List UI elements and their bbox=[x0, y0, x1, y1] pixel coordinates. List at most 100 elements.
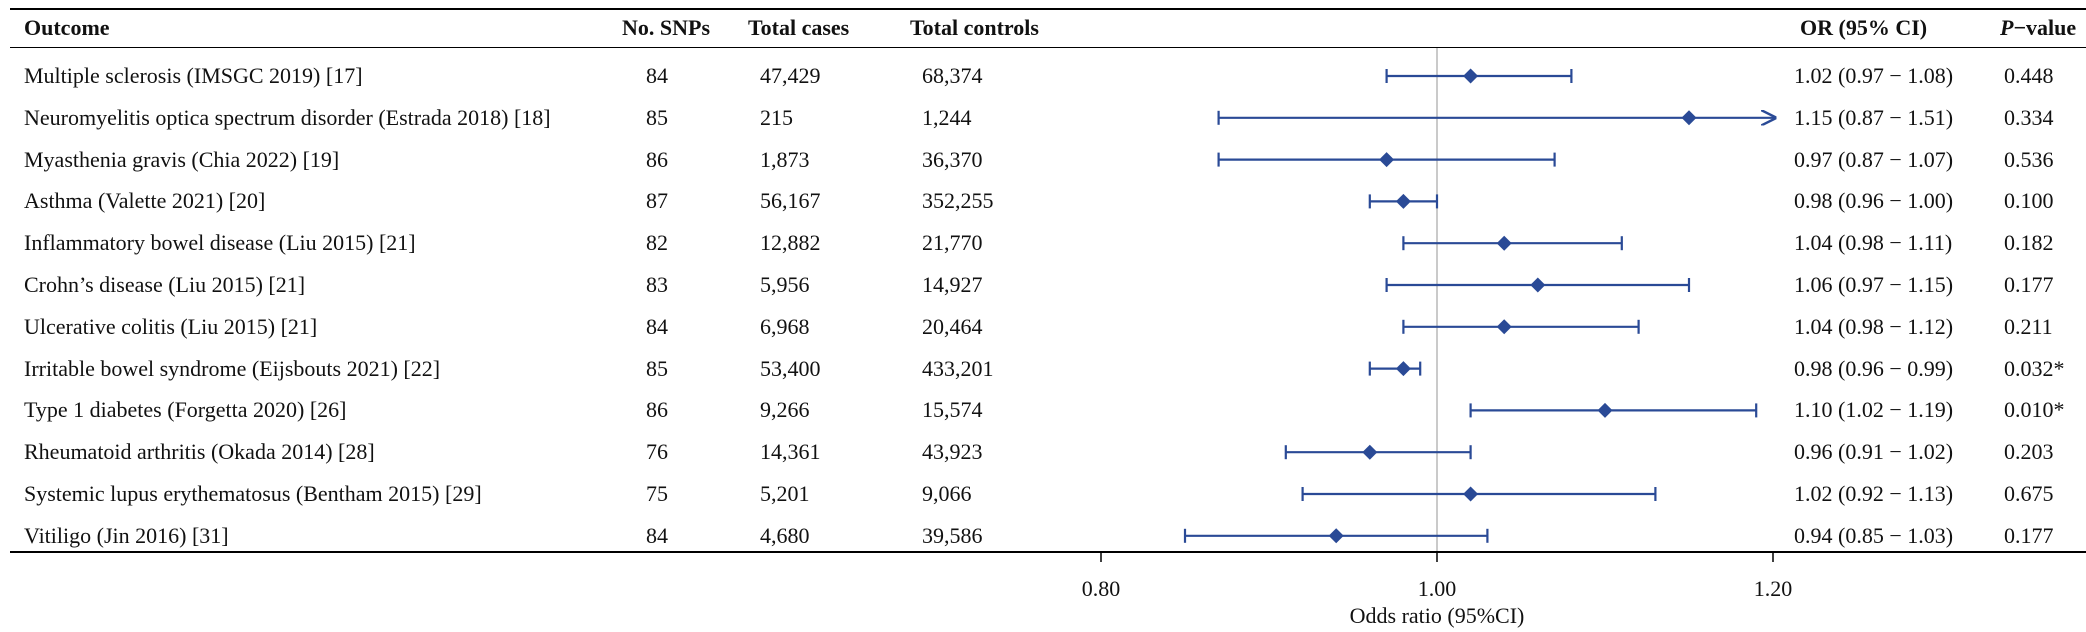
cases-cell: 5,956 bbox=[760, 272, 810, 297]
or-point-diamond bbox=[1395, 361, 1411, 377]
or-ci-cell: 1.10 (1.02 − 1.19) bbox=[1794, 397, 1954, 423]
p-value-cell: 0.211 bbox=[2004, 313, 2053, 339]
outcome-cell: Crohn’s disease (Liu 2015) [21] bbox=[24, 272, 306, 297]
cases-cell: 1,873 bbox=[760, 146, 810, 172]
controls-cell: 14,927 bbox=[922, 272, 983, 297]
outcome-cell: Ulcerative colitis (Liu 2015) [21] bbox=[24, 313, 318, 339]
cases-cell: 9,266 bbox=[760, 397, 810, 423]
controls-cell: 1,244 bbox=[922, 104, 972, 130]
controls-cell: 20,464 bbox=[922, 313, 983, 339]
snps-cell: 84 bbox=[646, 313, 668, 339]
x-tick-label: 1.00 bbox=[1417, 576, 1457, 601]
snps-cell: 84 bbox=[646, 63, 668, 88]
or-point-diamond bbox=[1496, 235, 1512, 251]
controls-cell: 43,923 bbox=[922, 439, 983, 465]
outcome-cell: Neuromyelitis optica spectrum disorder (… bbox=[24, 104, 551, 130]
p-value-cell: 0.675 bbox=[2004, 481, 2054, 506]
or-ci-cell: 1.04 (0.98 − 1.11) bbox=[1794, 230, 1953, 256]
snps-cell: 85 bbox=[646, 355, 668, 381]
cases-cell: 12,882 bbox=[760, 230, 821, 256]
x-tick-label: 0.80 bbox=[1081, 576, 1121, 601]
outcome-cell: Systemic lupus erythematosus (Bentham 20… bbox=[24, 481, 482, 506]
outcome-cell: Myasthenia gravis (Chia 2022) [19] bbox=[24, 146, 340, 172]
bottom-rule bbox=[10, 551, 2086, 553]
controls-cell: 352,255 bbox=[922, 188, 994, 214]
or-ci-cell: 0.97 (0.87 − 1.07) bbox=[1794, 146, 1954, 172]
cases-cell: 4,680 bbox=[760, 522, 810, 548]
cases-cell: 6,968 bbox=[760, 313, 810, 339]
outcome-cell: Vitiligo (Jin 2016) [31] bbox=[24, 522, 229, 548]
header-cases: Total cases bbox=[748, 15, 850, 40]
snps-cell: 84 bbox=[646, 522, 668, 548]
outcome-cell: Inflammatory bowel disease (Liu 2015) [2… bbox=[24, 230, 416, 256]
snps-cell: 85 bbox=[646, 104, 668, 130]
header-p-italic: P bbox=[2000, 15, 2014, 40]
x-axis-label: Odds ratio (95%CI) bbox=[1349, 603, 1525, 628]
top-rule bbox=[10, 8, 2086, 10]
p-value-cell: 0.177 bbox=[2004, 522, 2054, 548]
or-point-diamond bbox=[1395, 193, 1411, 209]
or-point-diamond bbox=[1463, 68, 1479, 84]
controls-cell: 15,574 bbox=[922, 397, 983, 423]
or-ci-cell: 0.98 (0.96 − 1.00) bbox=[1794, 188, 1954, 214]
controls-cell: 21,770 bbox=[922, 230, 983, 256]
or-ci-cell: 0.98 (0.96 − 0.99) bbox=[1794, 355, 1954, 381]
snps-cell: 82 bbox=[646, 230, 668, 256]
cases-cell: 14,361 bbox=[760, 439, 821, 465]
cases-cell: 56,167 bbox=[760, 188, 821, 214]
cases-cell: 215 bbox=[760, 104, 793, 130]
p-value-cell: 0.032* bbox=[2004, 355, 2065, 381]
or-ci-cell: 0.96 (0.91 − 1.02) bbox=[1794, 439, 1954, 465]
p-value-cell: 0.177 bbox=[2004, 272, 2054, 297]
x-tick-label: 1.20 bbox=[1753, 576, 1793, 601]
or-point-diamond bbox=[1530, 277, 1546, 293]
snps-cell: 87 bbox=[646, 188, 668, 214]
p-value-cell: 0.010* bbox=[2004, 397, 2065, 423]
header-p-rest: −value bbox=[2013, 15, 2077, 40]
or-point-diamond bbox=[1379, 152, 1395, 168]
or-point-diamond bbox=[1597, 402, 1613, 418]
header-p: P−value bbox=[2000, 14, 2076, 42]
controls-cell: 36,370 bbox=[922, 146, 983, 172]
header-outcome: Outcome bbox=[24, 15, 110, 40]
cases-cell: 47,429 bbox=[760, 63, 821, 88]
snps-cell: 76 bbox=[646, 439, 668, 465]
controls-cell: 433,201 bbox=[922, 355, 994, 381]
header-or: OR (95% CI) bbox=[1800, 15, 1928, 40]
cases-cell: 53,400 bbox=[760, 355, 821, 381]
cases-cell: 5,201 bbox=[760, 481, 810, 506]
snps-cell: 86 bbox=[646, 397, 668, 423]
p-value-cell: 0.203 bbox=[2004, 439, 2054, 465]
header-rule bbox=[10, 47, 2086, 48]
outcome-cell: Multiple sclerosis (IMSGC 2019) [17] bbox=[24, 63, 363, 88]
outcome-cell: Asthma (Valette 2021) [20] bbox=[24, 188, 266, 214]
p-value-cell: 0.100 bbox=[2004, 188, 2054, 214]
outcome-cell: Rheumatoid arthritis (Okada 2014) [28] bbox=[24, 439, 375, 465]
controls-cell: 68,374 bbox=[922, 63, 983, 88]
or-point-diamond bbox=[1463, 486, 1479, 502]
or-point-diamond bbox=[1362, 444, 1378, 460]
or-ci-cell: 0.94 (0.85 − 1.03) bbox=[1794, 522, 1954, 548]
controls-cell: 9,066 bbox=[922, 481, 972, 506]
snps-cell: 83 bbox=[646, 272, 668, 297]
p-value-cell: 0.536 bbox=[2004, 146, 2054, 172]
p-value-cell: 0.448 bbox=[2004, 63, 2054, 88]
or-ci-cell: 1.04 (0.98 − 1.12) bbox=[1794, 313, 1954, 339]
outcome-cell: Irritable bowel syndrome (Eijsbouts 2021… bbox=[24, 355, 441, 381]
p-value-cell: 0.182 bbox=[2004, 230, 2054, 256]
or-point-diamond bbox=[1681, 110, 1697, 126]
header-snps: No. SNPs bbox=[622, 15, 711, 40]
p-value-cell: 0.334 bbox=[2004, 104, 2054, 130]
or-point-diamond bbox=[1328, 528, 1344, 544]
or-ci-cell: 1.02 (0.92 − 1.13) bbox=[1794, 481, 1954, 506]
controls-cell: 39,586 bbox=[922, 522, 983, 548]
snps-cell: 86 bbox=[646, 146, 668, 172]
header-controls: Total controls bbox=[910, 15, 1039, 40]
or-ci-cell: 1.02 (0.97 − 1.08) bbox=[1794, 63, 1954, 88]
or-point-diamond bbox=[1496, 319, 1512, 335]
snps-cell: 75 bbox=[646, 481, 668, 506]
or-ci-cell: 1.15 (0.87 − 1.51) bbox=[1794, 104, 1954, 130]
or-ci-cell: 1.06 (0.97 − 1.15) bbox=[1794, 272, 1954, 297]
